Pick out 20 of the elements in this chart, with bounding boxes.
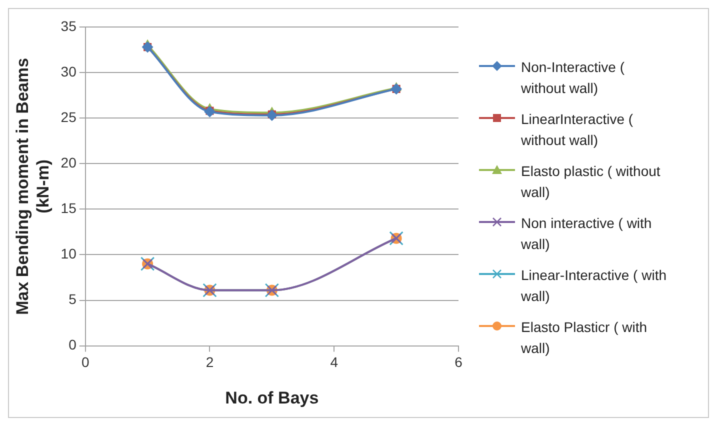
- y-tick-label: 0: [68, 336, 77, 353]
- y-tick-label: 15: [60, 200, 77, 216]
- y-tick-label: 25: [60, 108, 77, 125]
- x-tick-label: 4: [330, 354, 338, 370]
- y-tick-label: 30: [60, 63, 77, 80]
- x-tick-label: 6: [454, 354, 463, 370]
- legend-label: Linear-Interactive ( with wall): [521, 266, 668, 306]
- y-tick-label: 20: [60, 154, 77, 170]
- legend-label: Elasto plastic ( without wall): [521, 162, 662, 202]
- y-axis-title: Max Bending moment in Beams (kN-m): [12, 58, 52, 315]
- y-tick-label: 35: [60, 18, 77, 34]
- x-tick-label: 0: [81, 354, 90, 370]
- legend-label: Elasto Plasticr ( with wall): [521, 318, 648, 358]
- legend-label: Non-Interactive ( without wall): [521, 58, 626, 98]
- x-tick-label: 2: [206, 354, 214, 370]
- y-tick-label: 5: [68, 291, 77, 308]
- x-axis-title: No. of Bays: [225, 388, 319, 408]
- y-tick-label: 10: [60, 246, 77, 262]
- legend-label: Non interactive ( with wall): [521, 214, 653, 254]
- legend-label: LinearInteractive ( without wall): [521, 110, 634, 150]
